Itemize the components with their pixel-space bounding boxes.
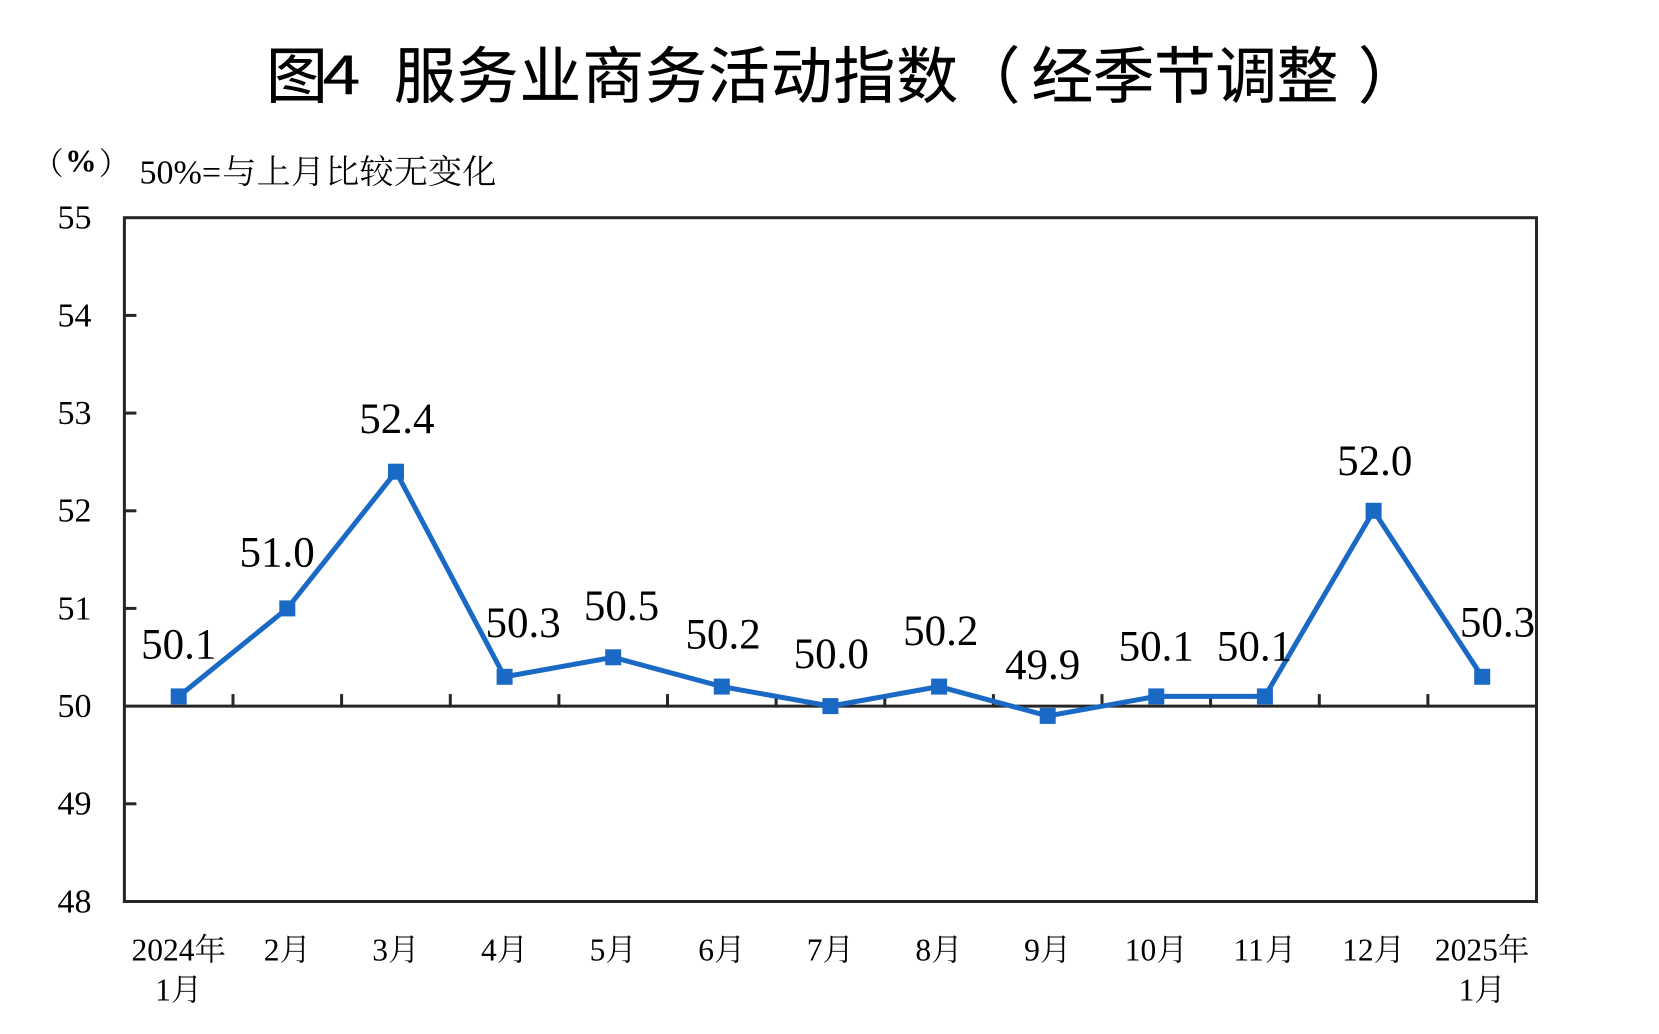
svg-text:10: 10 xyxy=(1125,933,1157,968)
svg-text:52.0: 52.0 xyxy=(1337,438,1412,485)
svg-text:12: 12 xyxy=(1342,933,1374,968)
svg-text:6: 6 xyxy=(698,933,714,968)
svg-text:50.1: 50.1 xyxy=(1119,624,1194,671)
svg-text:50: 50 xyxy=(58,688,92,725)
svg-text:7: 7 xyxy=(807,933,823,968)
svg-text:2025: 2025 xyxy=(1435,933,1498,968)
svg-text:48: 48 xyxy=(58,883,92,920)
svg-text:50.3: 50.3 xyxy=(1460,599,1535,646)
svg-text:50.2: 50.2 xyxy=(685,612,760,659)
svg-text:55: 55 xyxy=(58,200,92,237)
svg-text:5: 5 xyxy=(590,933,606,968)
svg-text:50.5: 50.5 xyxy=(584,583,659,630)
svg-text:49.9: 49.9 xyxy=(1005,642,1080,689)
svg-text:1: 1 xyxy=(155,973,171,1008)
svg-text:2: 2 xyxy=(264,933,280,968)
svg-text:3: 3 xyxy=(372,933,388,968)
svg-text:2024: 2024 xyxy=(132,933,195,968)
svg-text:8: 8 xyxy=(915,933,931,968)
svg-text:49: 49 xyxy=(58,786,92,823)
svg-text:50.3: 50.3 xyxy=(485,600,560,647)
svg-text:52.4: 52.4 xyxy=(359,396,434,443)
svg-text:1: 1 xyxy=(1459,973,1475,1008)
svg-text:52: 52 xyxy=(58,493,92,530)
svg-text:53: 53 xyxy=(58,395,92,432)
svg-text:11: 11 xyxy=(1233,933,1263,968)
svg-text:51: 51 xyxy=(58,590,92,627)
svg-text:54: 54 xyxy=(58,297,92,334)
svg-text:50.1: 50.1 xyxy=(141,621,216,668)
svg-text:51.0: 51.0 xyxy=(239,529,314,576)
svg-text:%: % xyxy=(65,143,97,178)
svg-text:4: 4 xyxy=(481,933,497,968)
svg-text:50.1: 50.1 xyxy=(1217,624,1292,671)
svg-text:9: 9 xyxy=(1024,933,1040,968)
svg-text:50.0: 50.0 xyxy=(794,631,869,678)
svg-text:50.2: 50.2 xyxy=(903,608,978,655)
svg-text:50%=: 50%= xyxy=(140,155,222,192)
